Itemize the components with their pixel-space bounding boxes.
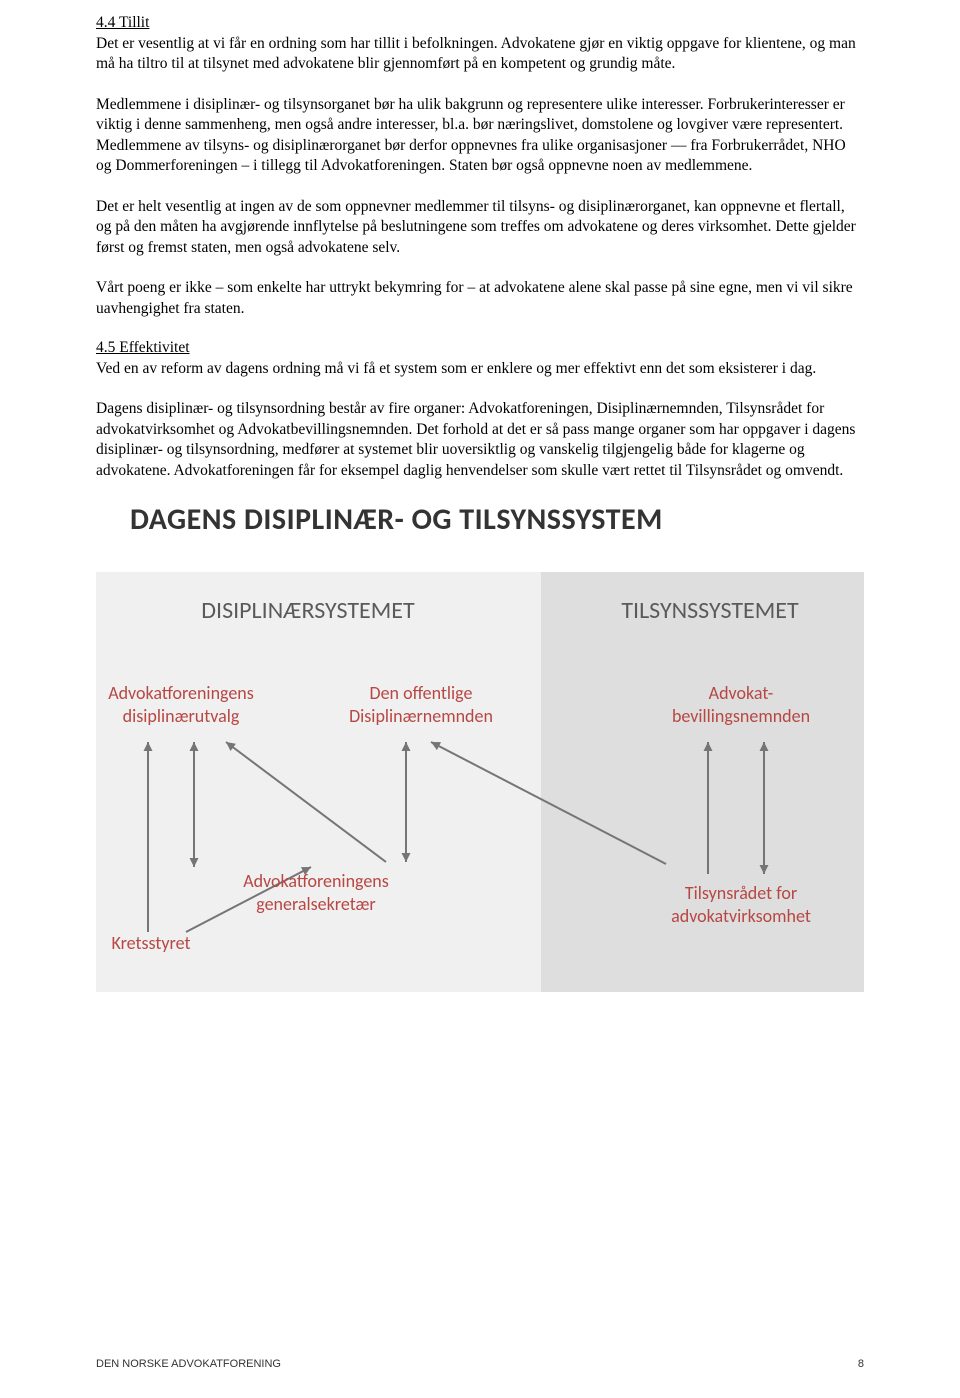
paragraph: Det er helt vesentlig at ingen av de som…: [96, 197, 864, 258]
paragraph: Det er vesentlig at vi får en ordning so…: [96, 34, 864, 75]
paragraph: Ved en av reform av dagens ordning må vi…: [96, 359, 864, 379]
diagram-systemlabel-left: DISIPLINÆRSYSTEMET: [158, 596, 458, 626]
diagram-node-n6: Kretsstyret: [91, 932, 211, 955]
paragraph: Vårt poeng er ikke – som enkelte har utt…: [96, 278, 864, 319]
diagram-node-n1: Advokatforeningensdisiplinærutvalg: [86, 682, 276, 727]
section-4-4-heading: 4.4 Tillit: [96, 14, 864, 32]
diagram-container: DAGENS DISIPLINÆR- OG TILSYNSSYSTEM DISI…: [96, 501, 864, 1012]
paragraph: Medlemmene i disiplinær- og tilsynsorgan…: [96, 95, 864, 177]
diagram-canvas: DISIPLINÆRSYSTEMET TILSYNSSYSTEMET Advokat…: [96, 572, 864, 1012]
diagram-panel-right: [541, 572, 864, 992]
diagram-node-n2: Den offentligeDisiplinærnemnden: [326, 682, 516, 727]
diagram-title: DAGENS DISIPLINÆR- OG TILSYNSSYSTEM: [130, 501, 864, 538]
footer-org: DEN NORSKE ADVOKATFORENING: [96, 1358, 281, 1370]
diagram-node-n5: Tilsynsrådet foradvokatvirksomhet: [641, 882, 841, 927]
diagram-panel-left: [96, 572, 541, 992]
diagram-node-n4: Advokatforeningensgeneralsekretær: [216, 870, 416, 915]
diagram-node-n3: Advokat-bevillingsnemnden: [646, 682, 836, 727]
section-4-5-heading: 4.5 Effektivitet: [96, 339, 864, 357]
paragraph: Dagens disiplinær- og tilsynsordning bes…: [96, 399, 864, 481]
footer-page-number: 8: [858, 1358, 864, 1370]
page-footer: DEN NORSKE ADVOKATFORENING 8: [96, 1358, 864, 1370]
diagram-systemlabel-right: TILSYNSSYSTEMET: [580, 596, 840, 626]
